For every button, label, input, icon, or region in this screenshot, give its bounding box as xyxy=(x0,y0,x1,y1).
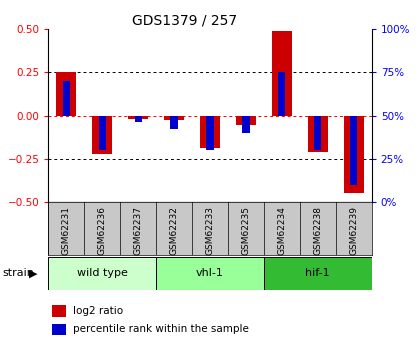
Bar xyxy=(206,116,214,150)
Bar xyxy=(272,31,292,116)
Bar xyxy=(344,116,364,193)
Bar xyxy=(134,116,142,122)
Text: GSM62239: GSM62239 xyxy=(349,206,358,255)
Bar xyxy=(128,116,148,119)
Text: GDS1379 / 257: GDS1379 / 257 xyxy=(131,14,237,28)
Bar xyxy=(48,257,156,290)
Text: GSM62236: GSM62236 xyxy=(98,206,107,255)
Text: GSM62231: GSM62231 xyxy=(62,206,71,255)
Text: GSM62233: GSM62233 xyxy=(205,206,215,255)
Bar xyxy=(156,257,264,290)
Bar xyxy=(63,81,70,116)
Text: GSM62235: GSM62235 xyxy=(241,206,250,255)
Bar xyxy=(264,257,372,290)
Text: GSM62234: GSM62234 xyxy=(277,206,286,255)
Bar xyxy=(171,116,178,129)
Bar xyxy=(99,116,106,150)
Bar xyxy=(308,116,328,152)
Text: strain: strain xyxy=(2,268,34,278)
Bar xyxy=(164,116,184,120)
Text: GSM62237: GSM62237 xyxy=(134,206,143,255)
Bar xyxy=(200,116,220,148)
Bar xyxy=(242,116,249,133)
Bar xyxy=(350,116,357,185)
Text: hif-1: hif-1 xyxy=(305,268,330,278)
Bar xyxy=(314,116,321,150)
Bar xyxy=(52,305,66,317)
Bar xyxy=(278,72,286,116)
Text: GSM62238: GSM62238 xyxy=(313,206,322,255)
Text: wild type: wild type xyxy=(77,268,128,278)
Bar xyxy=(56,72,76,116)
Text: GSM62232: GSM62232 xyxy=(170,206,178,255)
Text: vhl-1: vhl-1 xyxy=(196,268,224,278)
Bar xyxy=(236,116,256,125)
Text: ▶: ▶ xyxy=(29,268,37,278)
Bar xyxy=(52,324,66,335)
Bar xyxy=(92,116,112,154)
Text: log2 ratio: log2 ratio xyxy=(73,306,123,316)
Text: percentile rank within the sample: percentile rank within the sample xyxy=(73,324,249,334)
